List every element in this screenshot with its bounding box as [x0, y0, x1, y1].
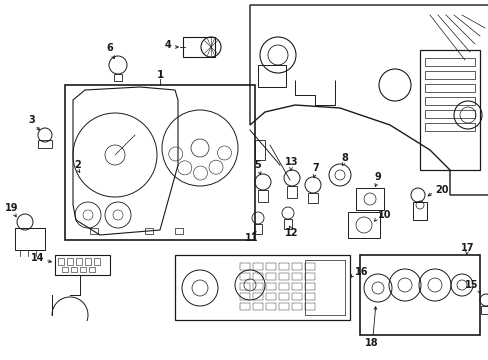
Bar — [291, 263, 302, 270]
Bar — [480, 306, 488, 314]
Bar — [424, 97, 474, 105]
Bar — [55, 255, 110, 275]
Bar — [291, 283, 302, 290]
Bar — [279, 303, 288, 310]
Bar — [89, 267, 95, 272]
Bar — [252, 293, 263, 300]
Bar — [291, 303, 302, 310]
Text: 8: 8 — [341, 153, 348, 163]
Bar — [291, 293, 302, 300]
Text: 9: 9 — [374, 172, 381, 182]
Text: 7: 7 — [312, 163, 319, 173]
Bar — [76, 258, 82, 265]
Bar — [424, 71, 474, 79]
Bar — [258, 65, 285, 87]
Bar — [265, 303, 275, 310]
Bar — [424, 84, 474, 92]
Bar — [175, 228, 183, 234]
Bar — [355, 188, 383, 210]
Text: 11: 11 — [245, 233, 258, 243]
Text: 19: 19 — [5, 203, 19, 213]
Text: 20: 20 — [434, 185, 447, 195]
Bar — [90, 228, 98, 234]
Text: 5: 5 — [254, 160, 261, 170]
Bar — [265, 263, 275, 270]
Bar — [240, 293, 249, 300]
Text: 3: 3 — [29, 115, 35, 125]
Bar — [240, 263, 249, 270]
Bar — [71, 267, 77, 272]
Bar — [279, 283, 288, 290]
Text: 4: 4 — [164, 40, 171, 50]
Bar — [286, 186, 296, 198]
Bar — [347, 212, 379, 238]
Bar — [305, 303, 314, 310]
Bar — [265, 293, 275, 300]
Bar — [279, 273, 288, 280]
Bar — [114, 74, 122, 81]
Bar — [258, 190, 267, 202]
Bar — [305, 260, 345, 315]
Bar — [252, 263, 263, 270]
Bar — [15, 228, 45, 250]
Bar — [424, 58, 474, 66]
Bar — [265, 273, 275, 280]
Bar — [145, 228, 153, 234]
Bar — [279, 263, 288, 270]
Bar — [424, 123, 474, 131]
Bar — [175, 255, 349, 320]
Text: 18: 18 — [365, 338, 378, 348]
Bar — [305, 293, 314, 300]
Bar — [85, 258, 91, 265]
Bar — [305, 263, 314, 270]
Text: 6: 6 — [106, 43, 113, 53]
Bar — [94, 258, 100, 265]
Bar — [419, 50, 479, 170]
Bar — [279, 293, 288, 300]
Bar — [307, 193, 317, 203]
Text: 10: 10 — [377, 210, 391, 220]
Bar — [253, 224, 262, 234]
Bar — [67, 258, 73, 265]
Text: 15: 15 — [464, 280, 477, 290]
Text: 1: 1 — [156, 70, 163, 80]
Bar — [424, 110, 474, 118]
Bar — [252, 283, 263, 290]
Bar — [65, 85, 254, 240]
Bar — [240, 303, 249, 310]
Text: 13: 13 — [285, 157, 298, 167]
Text: 17: 17 — [460, 243, 474, 253]
Text: 14: 14 — [31, 253, 45, 263]
Bar — [265, 283, 275, 290]
Text: 12: 12 — [285, 228, 298, 238]
Bar — [305, 283, 314, 290]
Bar — [305, 273, 314, 280]
Bar — [240, 283, 249, 290]
Bar — [62, 267, 68, 272]
Bar — [252, 303, 263, 310]
Text: 2: 2 — [75, 160, 81, 170]
Bar — [252, 273, 263, 280]
Bar — [80, 267, 86, 272]
Bar — [291, 273, 302, 280]
Bar — [412, 202, 426, 220]
Bar — [58, 258, 64, 265]
Bar — [359, 255, 479, 335]
Bar — [38, 140, 52, 148]
Text: 16: 16 — [354, 267, 368, 277]
Bar — [284, 219, 291, 229]
Bar — [240, 273, 249, 280]
